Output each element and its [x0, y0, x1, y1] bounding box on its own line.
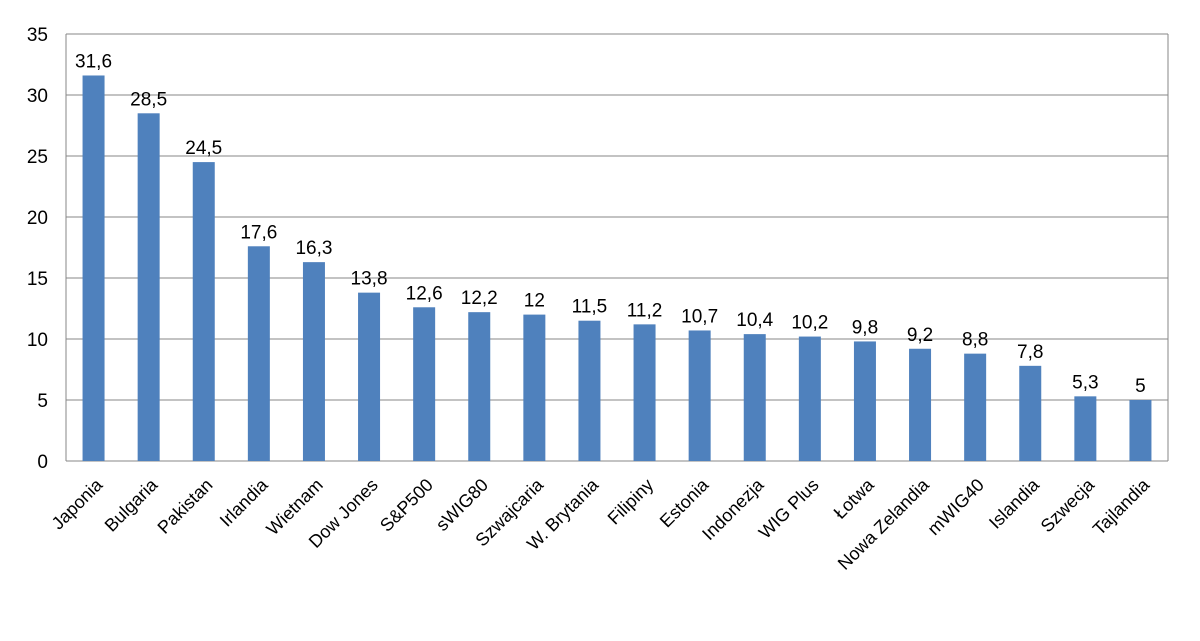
bar [413, 307, 436, 461]
y-tick-label: 5 [37, 391, 48, 412]
x-tick-label: S&P500 [376, 475, 437, 536]
data-label: 5,3 [1072, 372, 1098, 393]
data-label: 12 [524, 291, 545, 312]
x-tick-label: Islandia [985, 474, 1044, 533]
bar [137, 113, 160, 462]
gridlines [65, 33, 1169, 462]
x-tick-label: Japonia [48, 474, 107, 533]
bar [1074, 396, 1097, 461]
bar [688, 330, 711, 461]
x-tick-label: mWIG40 [924, 475, 988, 539]
y-tick-label: 0 [37, 452, 48, 473]
bar [468, 312, 491, 461]
bar [1019, 365, 1042, 461]
data-label: 12,6 [406, 283, 443, 304]
y-tick-label: 10 [27, 330, 48, 351]
bar [909, 348, 932, 461]
bar [358, 292, 381, 461]
data-label: 10,7 [681, 306, 718, 327]
data-label: 16,3 [295, 238, 332, 259]
data-label: 8,8 [962, 330, 988, 351]
data-labels: 31,6 28,5 24,5 17,6 16,3 13,8 12,6 12,2 12 11,5 11… [75, 51, 1146, 397]
x-tick-label: Filipiny [604, 475, 658, 529]
bar [192, 162, 215, 461]
y-axis-ticks: 0 5 10 15 20 25 30 35 [27, 25, 48, 473]
bar [1129, 400, 1152, 461]
bar [82, 75, 105, 461]
data-label: 9,8 [852, 317, 878, 338]
bar [247, 246, 270, 461]
bar [743, 334, 766, 461]
bar [523, 314, 546, 461]
x-tick-label: Indonezja [698, 474, 768, 544]
data-label: 10,2 [791, 313, 828, 334]
data-label: 13,8 [351, 269, 388, 290]
data-label: 7,8 [1017, 342, 1043, 363]
x-tick-label: Pakistan [154, 475, 217, 538]
data-label: 28,5 [130, 89, 167, 110]
data-label: 31,6 [75, 51, 112, 72]
bar [798, 336, 821, 461]
y-tick-label: 35 [27, 25, 48, 46]
data-label: 11,2 [627, 300, 663, 321]
bar [302, 262, 325, 461]
x-tick-label: Tajlandia [1089, 474, 1154, 539]
bars [82, 75, 1152, 462]
data-label: 24,5 [185, 138, 222, 159]
bar [633, 324, 656, 461]
y-tick-label: 15 [27, 269, 48, 290]
data-label: 10,4 [736, 310, 773, 331]
y-tick-label: 20 [27, 208, 48, 229]
bar [853, 341, 876, 461]
y-tick-label: 30 [27, 86, 48, 107]
x-tick-label: Łotwa [830, 474, 879, 523]
data-label: 9,2 [907, 325, 933, 346]
data-label: 17,6 [240, 222, 277, 243]
x-tick-label: WIG Plus [755, 475, 823, 543]
bar [964, 353, 987, 461]
data-label: 12,2 [461, 288, 498, 309]
bar [578, 320, 601, 461]
data-label: 11,5 [572, 297, 608, 318]
y-tick-label: 25 [27, 147, 48, 168]
x-tick-label: Bulgaria [101, 474, 163, 536]
data-label: 5 [1135, 376, 1146, 397]
